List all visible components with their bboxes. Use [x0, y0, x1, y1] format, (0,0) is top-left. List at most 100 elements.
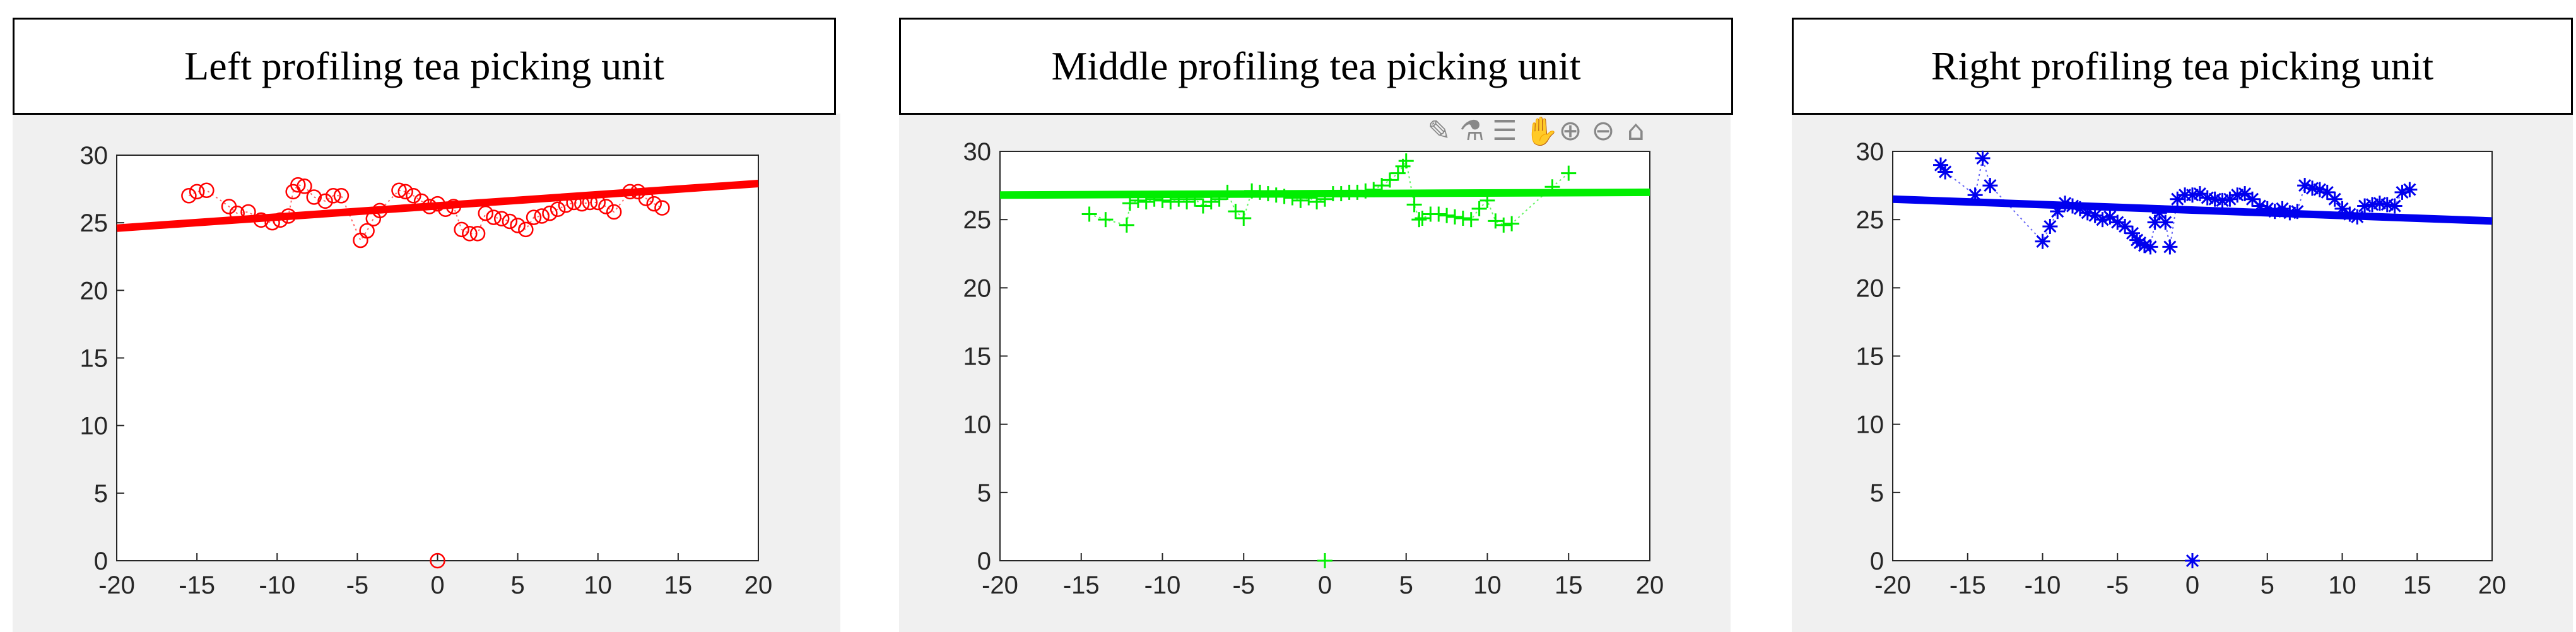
data-point [2350, 209, 2365, 225]
data-point [1431, 206, 1447, 222]
x-tick-label: -5 [346, 571, 369, 599]
data-point [2185, 553, 2200, 568]
y-tick-label: 5 [977, 479, 991, 507]
data-point [1301, 190, 1317, 206]
data-point [1455, 211, 1471, 226]
x-tick-label: 10 [2328, 571, 2356, 599]
y-tick-label: 0 [94, 547, 108, 575]
data-point [1406, 197, 1422, 213]
zoom-out-icon[interactable]: ⊖ [1591, 115, 1615, 147]
data-point [1195, 198, 1211, 214]
data-point [240, 204, 256, 220]
data-point [1276, 189, 1292, 204]
data-point [502, 213, 518, 230]
data-point [534, 208, 550, 224]
data-point [1146, 191, 1162, 207]
x-tick-label: 0 [430, 571, 444, 599]
data-point [397, 184, 413, 200]
data-point [1488, 213, 1503, 229]
data-point [1463, 212, 1479, 228]
y-tick-label: 15 [963, 343, 992, 371]
data-point [1504, 216, 1520, 231]
data-point [574, 196, 590, 212]
data-point [1471, 201, 1487, 216]
x-tick-label: 20 [1636, 571, 1664, 599]
y-tick-label: 15 [80, 345, 109, 373]
data-point [1155, 192, 1170, 208]
data-point [333, 188, 350, 204]
data-point [391, 182, 407, 198]
data-point [622, 184, 638, 200]
data-point [526, 209, 542, 225]
data-point [486, 209, 502, 225]
data-point [317, 193, 333, 209]
plot-area [999, 151, 1650, 561]
data-point [654, 200, 670, 216]
y-tick-label: 15 [1856, 343, 1885, 371]
left-chart-panel: Left profiling tea picking unit -20 -15 -1… [0, 0, 845, 632]
data-point [372, 202, 388, 219]
data-point [1382, 172, 1397, 188]
scatter-plot-left: -20 -15 -10 -5 0 5 10 15 20 0 5 10 15 20 25 30 [80, 142, 773, 599]
x-tick-label: 10 [1473, 571, 1502, 599]
data-point [1119, 217, 1134, 233]
x-tick-label: 20 [744, 571, 773, 599]
data-point [1138, 194, 1154, 210]
y-tick-label: 30 [80, 142, 109, 170]
x-tick-label: -15 [1063, 571, 1100, 599]
y-tick-label: 10 [963, 411, 992, 439]
data-point [325, 188, 341, 204]
data-point [590, 194, 606, 211]
data-point [430, 196, 445, 212]
data-point [1350, 184, 1365, 200]
brush-icon[interactable]: ✎ [1427, 115, 1451, 147]
data-point [297, 178, 312, 194]
data-point [1479, 192, 1495, 208]
y-tick-label: 10 [1856, 411, 1885, 439]
data-point [1179, 194, 1195, 210]
data-point [1414, 211, 1430, 226]
data-point [1982, 178, 1998, 194]
x-tick-label: -15 [1950, 571, 1986, 599]
y-tick-label: 20 [963, 274, 992, 302]
data-point [1171, 191, 1187, 207]
data-point [469, 226, 486, 242]
data-point [1228, 204, 1244, 219]
home-icon[interactable]: ⌂ [1627, 115, 1645, 147]
data-point [2290, 204, 2305, 219]
data-point [1252, 184, 1267, 200]
zoom-in-icon[interactable]: ⊕ [1558, 115, 1582, 147]
legend-icon[interactable]: ☰ [1492, 115, 1517, 147]
data-point [1130, 192, 1146, 208]
data-point [566, 194, 582, 211]
y-tick-label: 5 [94, 480, 108, 508]
data-point [1309, 194, 1325, 210]
data-point [1098, 212, 1114, 228]
y-tick-label: 10 [80, 413, 109, 440]
middle-chart-panel: Middle profiling tea picking unit ✎ ⚗ ☰ … [896, 0, 1738, 632]
data-point [290, 177, 306, 193]
x-tick-label: 5 [2261, 571, 2274, 599]
data-point [1561, 165, 1577, 181]
data-point [2151, 205, 2167, 221]
data-tip-icon[interactable]: ⚗ [1459, 115, 1485, 147]
data-point [1203, 194, 1219, 210]
fit-line [116, 180, 759, 232]
scatter-plot-middle: -20 -15 -10 -5 0 5 10 15 20 0 5 10 15 20 25 30 [963, 138, 1664, 599]
right-chart-panel: Right profiling tea picking unit -20 -15-… [1789, 0, 2576, 632]
data-point [2402, 182, 2418, 197]
data-point [2042, 218, 2058, 234]
data-point [2095, 212, 2110, 228]
data-point [1163, 194, 1179, 210]
data-point [1975, 150, 1991, 166]
data-point [1439, 208, 1455, 223]
x-tick-label: -20 [98, 571, 135, 599]
data-point [518, 221, 534, 238]
y-tick-label: 20 [80, 277, 109, 305]
data-point [606, 204, 622, 220]
data-point [2387, 198, 2403, 214]
data-point [189, 184, 205, 200]
data-point [1211, 191, 1227, 207]
x-tick-label: 0 [2185, 571, 2199, 599]
x-tick-label: 15 [2403, 571, 2432, 599]
